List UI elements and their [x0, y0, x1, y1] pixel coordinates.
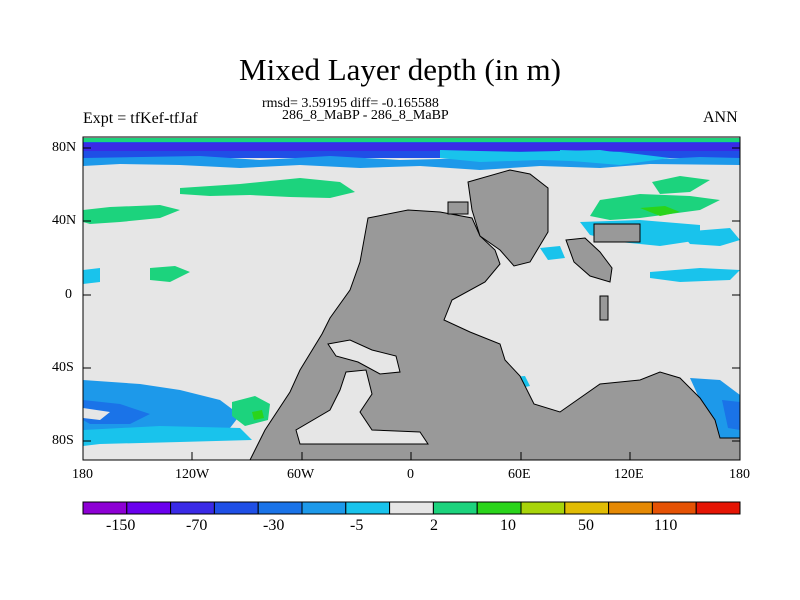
colorbar-label: -70 [186, 517, 208, 534]
colorbar-swatch [520, 501, 566, 515]
colorbar-label: -150 [106, 517, 136, 534]
colorbar-label: 50 [578, 517, 594, 534]
lon-label-120e: 120E [614, 467, 644, 482]
small-island-1 [447, 201, 469, 215]
land-masses [249, 169, 741, 461]
inland-seas [295, 339, 429, 445]
eastern-rectangle [593, 223, 641, 243]
lat-label-80n: 80N [52, 140, 77, 155]
season-label: ANN [703, 109, 738, 126]
colorbar-swatch [695, 501, 741, 515]
colorbar-swatch [170, 501, 215, 515]
lat-label-40s: 40S [52, 360, 74, 375]
colorbar-swatch [432, 501, 478, 515]
northern-landmass [467, 169, 549, 267]
colorbar-label: 2 [430, 517, 438, 534]
stats-subtitle: rmsd= 3.59195 diff= -0.165588 [262, 96, 439, 111]
colorbar-swatch [301, 501, 347, 515]
eastern-island [565, 237, 613, 283]
colorbar-label: -5 [350, 517, 364, 534]
colorbar-swatch [389, 501, 434, 515]
lon-label-60e: 60E [508, 467, 531, 482]
colorbar-swatch [564, 501, 610, 515]
lon-label-180w: 180 [72, 467, 93, 482]
colorbar-swatch [476, 501, 522, 515]
case-subtitle: 286_8_MaBP - 286_8_MaBP [282, 108, 449, 123]
colorbar-swatch [82, 501, 128, 515]
lat-label-40n: 40N [52, 213, 77, 228]
colorbar-label: 110 [654, 517, 678, 534]
lon-label-180e: 180 [729, 467, 750, 482]
colorbar-swatch [257, 501, 303, 515]
lon-label-0: 0 [407, 467, 414, 482]
colorbar-swatch [651, 501, 697, 515]
main-continent [249, 209, 741, 461]
arctic-band [83, 138, 740, 170]
lon-label-60w: 60W [287, 467, 315, 482]
northern-anomalies [83, 150, 740, 284]
axis-ticks [82, 147, 741, 460]
colorbar-swatch [345, 501, 391, 515]
colorbar-swatch [213, 501, 259, 515]
colorbar [82, 501, 741, 515]
colorbar-label: -30 [263, 517, 285, 534]
lon-label-120w: 120W [175, 467, 210, 482]
southern-anomalies [83, 376, 740, 446]
experiment-label: Expt = tfKef-tfJaf [83, 110, 198, 127]
colorbar-swatch [608, 501, 653, 515]
small-island-2 [599, 295, 609, 321]
colorbar-label: 10 [500, 517, 516, 534]
plot-title: Mixed Layer depth (in m) [239, 52, 561, 87]
lat-label-0: 0 [65, 287, 72, 302]
lat-label-80s: 80S [52, 433, 74, 448]
colorbar-swatch [126, 501, 172, 515]
